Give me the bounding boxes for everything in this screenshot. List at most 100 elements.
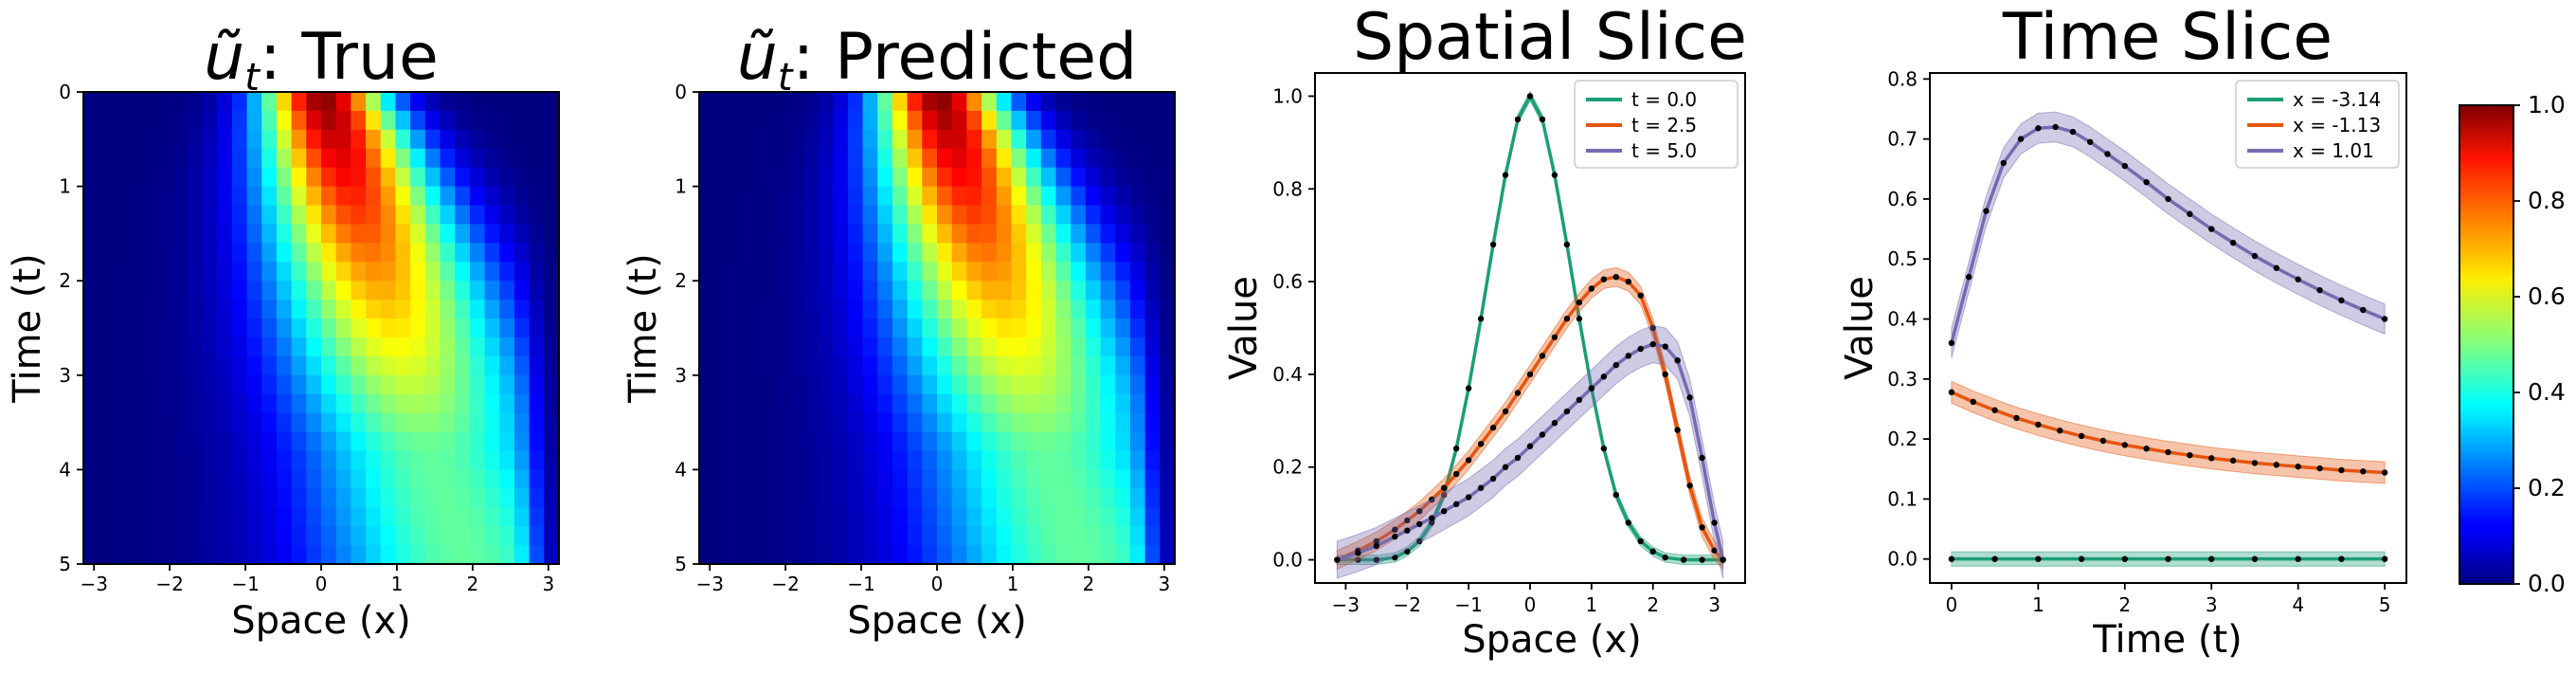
heatmap-cell (699, 224, 715, 244)
heatmap-cell (142, 186, 159, 207)
x-tick-label: 1 (391, 573, 404, 595)
heatmap-cell (469, 243, 486, 263)
heatmap-cell (469, 262, 486, 282)
heatmap-cell (1011, 526, 1027, 546)
heatmap-cell (862, 337, 878, 357)
data-point (1416, 520, 1423, 528)
data-point (2078, 556, 2085, 562)
colorbar-tick-label: 1.0 (2528, 91, 2566, 118)
heatmap-cell (187, 469, 204, 489)
heatmap-cell (424, 243, 441, 263)
heatmap-cell (529, 205, 545, 226)
heatmap-cell (1085, 393, 1102, 414)
heatmap-cell (847, 355, 864, 376)
heatmap-cell (744, 393, 760, 414)
heatmap-cell (469, 469, 486, 489)
heatmap-cell (1085, 488, 1102, 508)
data-point (2208, 226, 2215, 232)
heatmap-cell (513, 507, 531, 527)
data-point (1416, 537, 1423, 545)
heatmap-cell (98, 393, 114, 414)
heatmap-cell (1055, 545, 1072, 565)
heatmap-cell (321, 224, 337, 244)
heatmap-cell (142, 355, 159, 376)
heatmap-cell (802, 243, 820, 263)
heatmap-cell (276, 129, 293, 150)
heatmap-cell (699, 300, 715, 319)
heatmap-cell (513, 186, 531, 207)
heatmap-cell (98, 148, 114, 169)
heatmap-cell (1160, 262, 1176, 282)
heatmap-cell (862, 450, 878, 470)
heatmap-cell (713, 224, 730, 244)
heatmap-cell (802, 337, 820, 357)
heatmap-cell (937, 393, 953, 414)
heatmap-cell (996, 300, 1013, 319)
heatmap-cell (744, 205, 760, 226)
heatmap-cell (291, 507, 307, 527)
heatmap-cell (892, 281, 909, 301)
heatmap-cell (1055, 243, 1072, 263)
heatmap-cell (380, 300, 397, 319)
heatmap-cell (907, 92, 923, 112)
data-point (1576, 299, 1583, 306)
heatmap-cell (996, 224, 1013, 244)
data-point (2381, 316, 2388, 322)
heatmap-cell (469, 545, 486, 565)
heatmap-cell (351, 545, 367, 565)
heatmap-cell (713, 205, 730, 226)
heatmap-cell (1129, 488, 1146, 508)
heatmap-cell (424, 205, 441, 226)
heatmap-cell (744, 167, 760, 188)
data-point (2165, 448, 2171, 456)
heatmap-cell (113, 110, 129, 131)
heatmap-cell (862, 167, 878, 188)
heatmap-cell (455, 526, 471, 546)
heatmap-cell (729, 319, 745, 338)
heatmap-cell (951, 469, 967, 489)
heatmap-cell (113, 148, 129, 169)
data-point (1649, 548, 1656, 555)
heatmap-cell (142, 148, 159, 169)
heatmap-cell (231, 243, 248, 263)
y-tick-label: 0.0 (1272, 549, 1303, 572)
heatmap-cell (922, 412, 938, 433)
data-point (1699, 556, 1705, 563)
heatmap-cell (440, 148, 456, 169)
heatmap-cell (440, 205, 456, 226)
heatmap-cell (455, 337, 471, 357)
heatmap-cell (802, 129, 820, 150)
heatmap-cell (1115, 224, 1131, 244)
heatmap-cell (1011, 205, 1027, 226)
heatmap-cell (788, 412, 804, 433)
heatmap-cell (922, 545, 938, 565)
heatmap-cell (877, 393, 893, 414)
heatmap-cell (231, 148, 248, 169)
heatmap-cell (484, 355, 500, 376)
heatmap-cell (773, 281, 789, 301)
heatmap-cell (1011, 224, 1027, 244)
heatmap-cell (877, 92, 893, 112)
heatmap-cell (291, 450, 307, 470)
heatmap-cell (1144, 300, 1161, 319)
heatmap-cell (937, 224, 953, 244)
heatmap-cell (455, 148, 471, 169)
heatmap-cell (833, 393, 849, 414)
heatmap-cell (1026, 412, 1042, 433)
heatmap-cell (1129, 243, 1146, 263)
heatmap-cell (744, 526, 760, 546)
heatmap-cell (455, 393, 471, 414)
heatmap-cell (1026, 393, 1042, 414)
heatmap-cell (380, 243, 397, 263)
heatmap-cell (98, 469, 114, 489)
heatmap-cell (922, 262, 938, 282)
heatmap-cell (773, 319, 789, 338)
heatmap-cell (246, 262, 262, 282)
heatmap-cell (773, 355, 789, 376)
heatmap-cell (380, 110, 397, 131)
heatmap-cell (291, 337, 307, 357)
heatmap-cell (246, 110, 262, 131)
heatmap-cell (1160, 431, 1176, 452)
data-point (1699, 524, 1705, 531)
